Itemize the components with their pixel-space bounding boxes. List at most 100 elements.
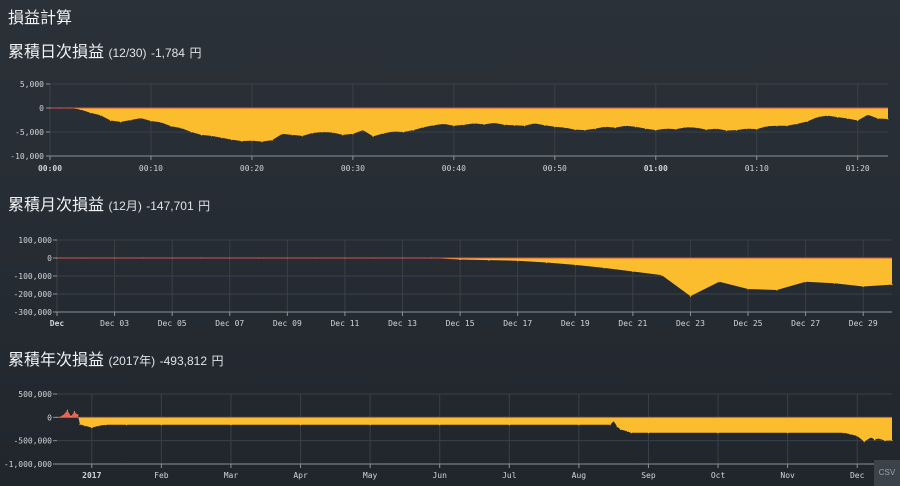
daily-data-point bbox=[140, 117, 142, 119]
yearly-data-point bbox=[91, 427, 93, 429]
daily-data-point bbox=[806, 120, 808, 123]
daily-data-point bbox=[311, 132, 314, 134]
monthly-xtick-label: Dec 29 bbox=[849, 319, 878, 328]
yearly-xtick-label: Aug bbox=[572, 471, 587, 480]
yearly-data-point bbox=[61, 415, 64, 417]
daily-data-point bbox=[655, 129, 657, 131]
daily-data-point bbox=[594, 128, 596, 130]
yearly-data-point bbox=[630, 432, 632, 434]
monthly-ytick-label: -100,000 bbox=[13, 272, 52, 281]
yearly-data-point bbox=[105, 424, 107, 426]
yearly-xtick-label: Jul bbox=[502, 471, 517, 480]
yearly-data-point bbox=[626, 430, 629, 432]
daily-data-point bbox=[89, 112, 91, 114]
daily-data-point bbox=[554, 126, 556, 128]
daily-data-point bbox=[564, 127, 566, 129]
monthly-xtick-label: Dec 19 bbox=[561, 319, 590, 328]
yearly-xtick-label: Jun bbox=[432, 471, 447, 480]
daily-data-point bbox=[392, 130, 394, 133]
daily-data-point bbox=[574, 129, 576, 131]
daily-data-point bbox=[241, 140, 243, 142]
daily-data-point bbox=[150, 120, 152, 122]
daily-unit: 円 bbox=[189, 46, 202, 60]
daily-data-point bbox=[130, 119, 132, 121]
monthly-loss-area bbox=[57, 258, 892, 297]
monthly-xtick-label: Dec 27 bbox=[791, 319, 820, 328]
daily-xtick-label: 00:50 bbox=[543, 164, 567, 173]
yearly-data-point bbox=[73, 411, 75, 413]
daily-data-point bbox=[402, 131, 404, 133]
daily-data-point bbox=[887, 118, 889, 120]
daily-data-point bbox=[180, 127, 182, 129]
yearly-data-point bbox=[84, 425, 86, 427]
daily-xtick-label: 00:10 bbox=[139, 164, 163, 173]
daily-data-point bbox=[544, 124, 546, 126]
csv-download-button[interactable]: CSV bbox=[874, 460, 900, 486]
yearly-xtick-label: Nov bbox=[780, 471, 795, 480]
yearly-data-point bbox=[647, 432, 650, 434]
daily-data-point bbox=[523, 125, 526, 127]
monthly-data-point bbox=[603, 267, 605, 269]
daily-data-point bbox=[816, 116, 818, 118]
daily-data-point bbox=[99, 114, 102, 116]
daily-data-point bbox=[342, 134, 344, 136]
monthly-unit: 円 bbox=[198, 199, 211, 213]
daily-data-point bbox=[382, 132, 384, 135]
yearly-ytick-label: -1,000,000 bbox=[4, 460, 52, 469]
monthly-ytick-label: -200,000 bbox=[13, 290, 52, 299]
daily-xtick-label: 01:00 bbox=[644, 164, 668, 173]
yearly-data-point bbox=[870, 436, 872, 438]
daily-data-point bbox=[786, 125, 788, 127]
yearly-data-point bbox=[578, 424, 580, 426]
daily-data-point bbox=[534, 122, 536, 124]
daily-data-point bbox=[604, 126, 606, 128]
yearly-data-point bbox=[70, 415, 72, 417]
daily-data-point bbox=[483, 123, 485, 125]
daily-data-point bbox=[614, 127, 616, 129]
monthly-xtick-label: Dec 03 bbox=[100, 319, 129, 328]
daily-data-point bbox=[503, 124, 505, 126]
monthly-ytick-label: -300,000 bbox=[13, 308, 52, 317]
daily-data-point bbox=[412, 129, 415, 131]
daily-data-point bbox=[735, 129, 738, 131]
monthly-data-point bbox=[805, 281, 807, 283]
yearly-data-point bbox=[884, 440, 886, 442]
daily-data-point bbox=[251, 140, 253, 142]
daily-data-point bbox=[746, 128, 748, 130]
yearly-xtick-label: 2017 bbox=[82, 471, 101, 480]
daily-data-point bbox=[493, 122, 495, 124]
monthly-xtick-label: Dec 15 bbox=[446, 319, 475, 328]
yearly-data-point bbox=[863, 441, 865, 443]
daily-data-point bbox=[291, 134, 293, 136]
daily-data-point bbox=[322, 131, 324, 133]
daily-data-point bbox=[685, 126, 687, 128]
daily-data-point bbox=[766, 125, 768, 127]
daily-data-point bbox=[634, 126, 637, 128]
monthly-section-title: 累積月次損益 (12月) -147,701 円 bbox=[8, 191, 210, 215]
yearly-data-point bbox=[230, 424, 232, 426]
yearly-xtick-label: Mar bbox=[224, 471, 239, 480]
daily-xtick-label: 01:10 bbox=[745, 164, 769, 173]
daily-data-point bbox=[362, 129, 364, 131]
daily-data-point bbox=[826, 115, 829, 117]
yearly-period: (2017年) bbox=[108, 354, 156, 368]
daily-data-point bbox=[463, 124, 465, 126]
daily-ytick-label: 5,000 bbox=[20, 80, 44, 89]
daily-data-point bbox=[109, 119, 112, 122]
daily-data-point bbox=[372, 135, 374, 137]
yearly-data-point bbox=[877, 437, 879, 439]
daily-data-point bbox=[796, 123, 798, 125]
daily-data-point bbox=[453, 125, 455, 127]
daily-section-title: 累積日次損益 (12/30) -1,784 円 bbox=[8, 38, 201, 62]
page-title: 損益計算 bbox=[8, 10, 73, 27]
monthly-xtick-label: Dec 07 bbox=[215, 319, 244, 328]
daily-xtick-label: 00:40 bbox=[442, 164, 466, 173]
daily-data-point bbox=[422, 126, 425, 128]
daily-data-point bbox=[301, 135, 304, 137]
daily-data-point bbox=[756, 128, 758, 130]
yearly-data-point bbox=[439, 424, 441, 426]
daily-data-point bbox=[645, 128, 647, 130]
daily-loss-area bbox=[50, 108, 888, 142]
daily-period: (12/30) bbox=[108, 46, 147, 60]
daily-data-point bbox=[231, 139, 233, 141]
